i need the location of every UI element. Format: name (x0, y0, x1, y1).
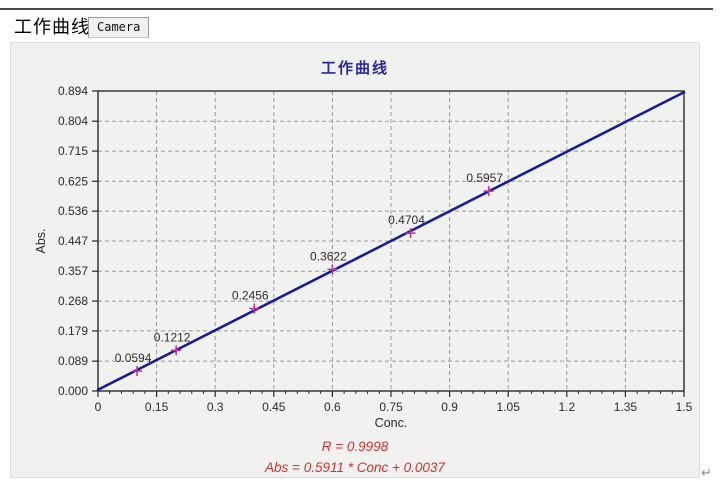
y-tick-label: 0.000 (58, 384, 88, 398)
y-tick-label: 0.715 (58, 144, 88, 158)
x-tick-label: 0.15 (145, 400, 169, 414)
x-tick-label: 0.3 (207, 400, 224, 414)
y-tick-label: 0.804 (58, 114, 88, 128)
regression-line (96, 90, 686, 392)
tab-working-curve[interactable]: 工作曲线 (14, 17, 90, 37)
data-point-label: 0.3622 (310, 249, 347, 263)
x-axis-title: Conc. (375, 416, 408, 430)
y-tick-label: 0.179 (58, 324, 88, 338)
x-tick-label: 0.75 (379, 400, 403, 414)
y-tick-label: 0.357 (58, 264, 88, 278)
x-tick-label: 0 (95, 400, 102, 414)
y-axis-title: Abs. (34, 228, 48, 253)
chart-panel: 工作曲线 0 0.15 0.3 0.45 0.6 0.75 0.9 1.05 1.2 1.35 1.… (10, 42, 700, 478)
y-tick-label: 0.089 (58, 354, 88, 368)
data-point-label: 0.4704 (388, 213, 425, 227)
x-tick-label: 1.2 (558, 400, 575, 414)
y-tick-label: 0.447 (58, 234, 88, 248)
x-tick-label: 1.05 (497, 400, 521, 414)
data-point-label: 0.2456 (232, 289, 269, 303)
y-tick-label: 0.894 (58, 84, 88, 98)
data-point-label: 0.5957 (466, 171, 503, 185)
top-divider (0, 8, 713, 10)
x-tick-label: 0.45 (262, 400, 286, 414)
x-tick-label: 0.6 (324, 400, 341, 414)
return-mark: ↵ (701, 465, 712, 480)
calibration-chart: 0 0.15 0.3 0.45 0.6 0.75 0.9 1.05 1.2 1.35 1.5 0.00… (34, 84, 693, 430)
x-tick-label: 1.35 (614, 400, 638, 414)
y-tick-label: 0.625 (58, 174, 88, 188)
data-point-label: 0.0594 (115, 351, 152, 365)
data-point-label: 0.1212 (154, 330, 191, 344)
x-tick-label: 1.5 (676, 400, 693, 414)
chart-title: 工作曲线 (320, 60, 389, 77)
r-value-text: R = 0.9998 (321, 439, 389, 454)
y-tick-label: 0.536 (58, 204, 88, 218)
x-tick-label: 0.9 (441, 400, 458, 414)
tab-camera[interactable]: Camera (88, 17, 150, 38)
equation-text: Abs = 0.5911 * Conc + 0.0037 (265, 460, 445, 475)
y-tick-label: 0.268 (58, 294, 88, 308)
